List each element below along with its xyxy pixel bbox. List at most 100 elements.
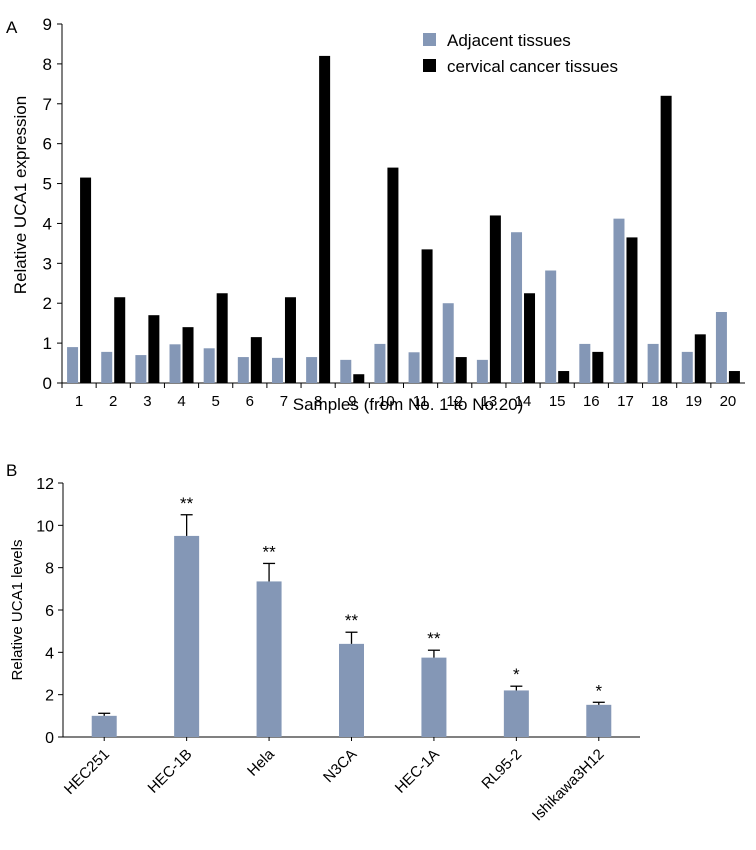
panel-a-x-tick-label: 2	[109, 393, 117, 410]
panel-a-chart: A Relative UCA1 expression Samples (from…	[6, 15, 745, 414]
panel-b-x-tick-label: Hela	[244, 745, 278, 779]
panel-b-significance-label: **	[262, 542, 276, 561]
panel-b-significance-label: *	[513, 665, 520, 684]
panel-a-y-tick-label: 3	[43, 254, 52, 273]
panel-a-letter: A	[6, 18, 18, 37]
panel-a-bar-adjacent	[613, 218, 625, 383]
panel-a-x-tick-label: 18	[651, 393, 668, 410]
panel-b-significance-label: *	[595, 681, 602, 700]
panel-a-bar-adjacent	[408, 352, 420, 383]
panel-a-legend: Adjacent tissues cervical cancer tissues	[423, 31, 618, 76]
panel-b-bar	[421, 657, 447, 737]
panel-b-x-tick-label: RL95-2	[478, 746, 525, 793]
panel-a-x-tick-label: 8	[314, 393, 322, 410]
panel-b-significance-label: **	[345, 611, 359, 630]
legend-swatch-cancer	[423, 59, 436, 72]
panel-a-x-tick-label: 20	[720, 393, 737, 410]
panel-a-bar-adjacent	[545, 270, 557, 383]
panel-a-bar-adjacent	[374, 343, 386, 383]
panel-b-y-tick-label: 4	[45, 645, 54, 662]
panel-a-bar-adjacent	[67, 347, 79, 383]
panel-a-bar-adjacent	[511, 232, 523, 383]
panel-a-x-tick-label: 11	[413, 393, 429, 410]
panel-a-x-tick-label: 3	[143, 393, 151, 410]
panel-b-significance-label: **	[180, 494, 194, 513]
panel-a-x-tick-label: 12	[446, 393, 463, 410]
panel-b-letter: B	[6, 461, 17, 480]
panel-a-x-tick-label: 1	[75, 393, 83, 410]
panel-a-x-tick-label: 6	[246, 393, 254, 410]
panel-a-bar-adjacent	[715, 311, 727, 383]
panel-a-bar-adjacent	[476, 359, 488, 383]
panel-b-bars: **********	[91, 494, 612, 737]
panel-a-bar-adjacent	[135, 355, 147, 383]
panel-a-bar-cancer	[114, 297, 126, 383]
panel-a-bar-cancer	[148, 315, 160, 383]
panel-a-bar-cancer	[524, 293, 536, 383]
panel-a-y-tick-label: 7	[43, 95, 52, 114]
panel-b-bar	[256, 581, 282, 737]
panel-b-bar	[91, 715, 117, 737]
panel-a-y-axis-label: Relative UCA1 expression	[11, 96, 30, 294]
panel-a-y-tick-label: 9	[43, 15, 52, 34]
panel-b-bar	[586, 704, 612, 737]
panel-a-bar-cancer	[694, 334, 706, 383]
panel-a-bar-adjacent	[306, 357, 318, 383]
legend-swatch-adjacent	[423, 33, 436, 46]
panel-a-x-tick-label: 9	[348, 393, 356, 410]
panel-a-x-tick-label: 4	[177, 393, 185, 410]
panel-a-x-tick-label: 14	[515, 393, 532, 410]
panel-b-y-tick-label: 12	[36, 476, 54, 493]
panel-b-y-tick-label: 10	[36, 518, 54, 535]
panel-a-bar-adjacent	[442, 303, 454, 383]
panel-a-y-tick-label: 4	[43, 214, 52, 233]
panel-a-bar-cancer	[319, 55, 331, 384]
panel-a-y-tick-label: 0	[43, 374, 52, 393]
panel-b-y-tick-label: 8	[45, 561, 54, 578]
panel-b-y-axis-label: Relative UCA1 levels	[9, 540, 26, 681]
panel-a-bar-cancer	[216, 293, 228, 383]
panel-b-y-tick-label: 0	[45, 730, 54, 747]
panel-a-x-tick-label: 17	[617, 393, 634, 410]
panel-a-x-tick-label: 7	[280, 393, 288, 410]
panel-a-x-tick-label: 13	[481, 393, 498, 410]
panel-a-axes	[61, 24, 745, 384]
panel-a-x-tick-label: 16	[583, 393, 600, 410]
panel-b-x-tick-label: Ishikawa3H12	[529, 746, 608, 825]
panel-b-bar	[503, 690, 529, 737]
panel-b-significance-label: **	[427, 629, 441, 648]
panel-a-x-tick-label: 19	[685, 393, 702, 410]
panel-b-bar	[174, 535, 200, 737]
panel-b-y-tick-label: 2	[45, 688, 54, 705]
panel-a-y-tick-label: 2	[43, 294, 52, 313]
panel-a-x-tick-label: 10	[378, 393, 395, 410]
panel-a-bar-cancer	[353, 374, 365, 383]
panel-a-bar-cancer	[592, 351, 604, 383]
panel-a-bar-cancer	[250, 337, 262, 383]
panel-a-bar-adjacent	[681, 351, 693, 383]
panel-a-x-tick-label: 5	[212, 393, 220, 410]
panel-a-bar-cancer	[489, 215, 501, 383]
panel-a-bar-adjacent	[101, 351, 113, 383]
panel-a-bar-adjacent	[203, 348, 215, 383]
panel-a-bar-adjacent	[647, 343, 659, 383]
panel-a-bar-cancer	[421, 249, 433, 383]
panel-a-bar-cancer	[660, 95, 672, 384]
panel-a-bar-adjacent	[271, 357, 283, 383]
panel-b-chart: B Relative UCA1 levels ********** 024681…	[6, 461, 640, 824]
panel-a-bar-cancer	[558, 371, 570, 383]
panel-b-x-tick-label: HEC-1B	[145, 746, 196, 797]
panel-a-y-tick-label: 8	[43, 55, 52, 74]
panel-a-bar-cancer	[387, 167, 399, 383]
panel-a-bar-adjacent	[237, 357, 249, 383]
panel-a-bars	[67, 55, 740, 384]
panel-b-bar	[339, 643, 364, 737]
panel-a-y-tick-label: 6	[43, 135, 52, 154]
panel-a-bar-cancer	[182, 327, 194, 383]
panel-a-y-tick-label: 5	[43, 175, 52, 194]
panel-a-bar-cancer	[284, 297, 296, 383]
panel-b-x-tick-label: N3CA	[320, 746, 360, 786]
panel-a-bar-adjacent	[169, 344, 181, 383]
